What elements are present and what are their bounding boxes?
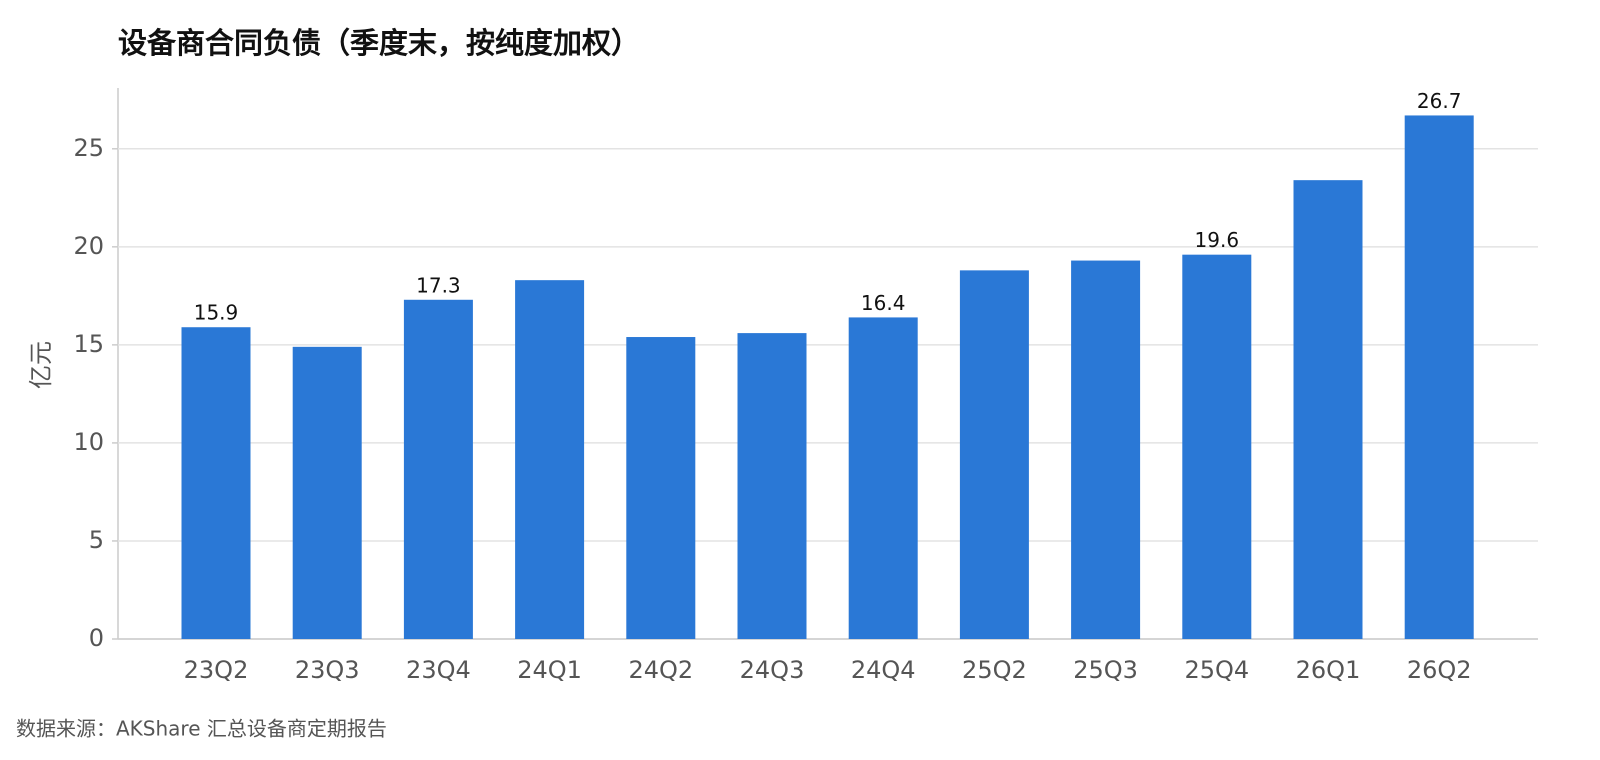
x-tick-label: 25Q3: [1073, 656, 1138, 684]
x-tick-label: 25Q2: [962, 656, 1027, 684]
x-tick-label: 24Q1: [517, 656, 582, 684]
bar: [1404, 115, 1474, 639]
data-label: 19.6: [1195, 228, 1240, 252]
data-label: 16.4: [861, 291, 906, 315]
y-tick-label: 10: [73, 428, 104, 456]
y-tick-label: 20: [73, 232, 104, 260]
bar: [515, 280, 585, 639]
bar: [737, 333, 807, 639]
source-note: 数据来源：AKShare 汇总设备商定期报告: [16, 717, 387, 741]
bar: [1182, 254, 1252, 639]
x-tick-label: 23Q4: [406, 656, 471, 684]
x-tick-label: 24Q3: [740, 656, 805, 684]
bar: [403, 299, 473, 639]
x-tick-label: 23Q2: [184, 656, 249, 684]
data-label: 17.3: [416, 273, 461, 297]
x-tick-label: 25Q4: [1184, 656, 1249, 684]
x-tick-label: 24Q4: [851, 656, 916, 684]
x-tick-label: 23Q3: [295, 656, 360, 684]
y-tick-label: 5: [89, 526, 104, 554]
y-tick-label: 15: [73, 330, 104, 358]
bar: [292, 346, 362, 639]
x-tick-label: 26Q1: [1296, 656, 1361, 684]
bar: [959, 270, 1029, 639]
chart-title: 设备商合同负债（季度末，按纯度加权）: [118, 26, 640, 60]
bar: [1293, 180, 1363, 639]
x-tick-label: 24Q2: [628, 656, 693, 684]
x-tick-label: 26Q2: [1407, 656, 1472, 684]
y-tick-label: 0: [89, 624, 104, 652]
data-label: 26.7: [1417, 89, 1462, 113]
bar: [1071, 260, 1141, 639]
y-tick-label: 25: [73, 134, 104, 162]
bar: [181, 327, 251, 639]
bar: [626, 337, 696, 639]
y-axis-label: 亿元: [27, 341, 55, 389]
data-label: 15.9: [194, 301, 239, 325]
bar: [848, 317, 918, 639]
